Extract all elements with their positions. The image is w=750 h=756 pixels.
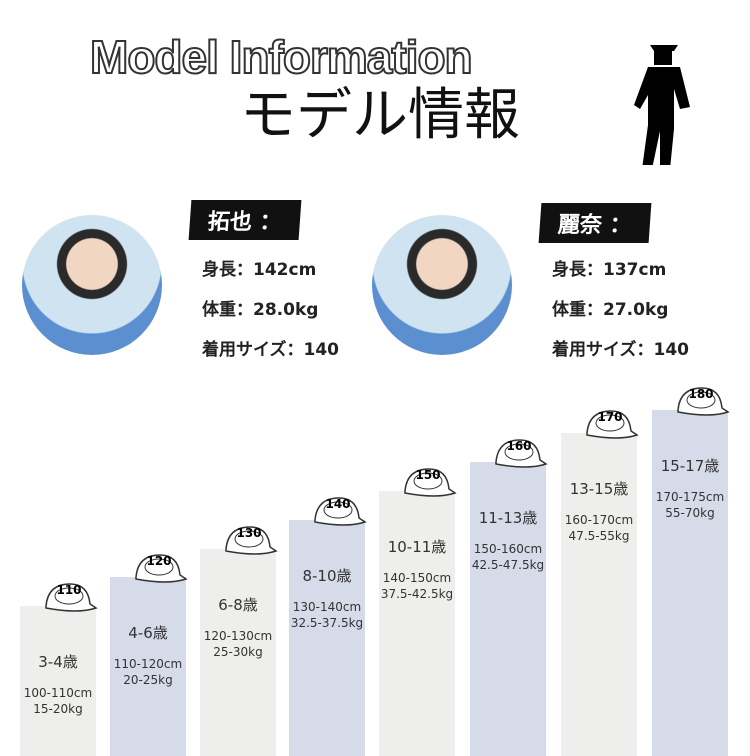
model-detail: 体重：28.0kg [202,300,319,320]
cap-icon [397,465,457,499]
cap-size: 150 [415,468,441,482]
cap-icon [218,523,278,557]
size-weight: 25-30kg [213,645,263,659]
cap-icon [488,436,548,470]
size-age: 4-6歳 [128,624,168,642]
size-column [470,462,546,756]
model-name: 麗奈 ： [538,203,652,243]
size-age: 3-4歳 [38,653,78,671]
cap-size: 130 [236,526,262,540]
size-age: 6-8歳 [218,596,258,614]
model-photo [372,215,512,355]
title-en: Model Information [89,30,474,84]
dancer-silhouette [634,45,690,165]
size-weight: 20-25kg [123,673,173,687]
size-weight: 47.5-55kg [568,529,630,543]
cap-size: 170 [597,410,623,424]
size-height: 160-170cm [564,513,634,527]
size-height: 140-150cm [382,571,452,585]
size-age: 8-10歳 [302,567,352,585]
cap-size: 120 [146,554,172,568]
size-height: 100-110cm [23,686,93,700]
size-age: 10-11歳 [387,538,447,556]
size-height: 150-160cm [473,542,543,556]
size-weight: 42.5-47.5kg [471,558,545,572]
size-weight: 55-70kg [665,506,715,520]
model-name: 拓也 ： [188,200,302,240]
size-column [652,410,728,756]
size-height: 130-140cm [292,600,362,614]
size-height: 110-120cm [113,657,183,671]
cap-icon [307,494,367,528]
cap-size: 110 [56,583,82,597]
cap-icon [38,580,98,614]
cap-icon [128,551,188,585]
size-column [379,491,455,756]
size-weight: 15-20kg [33,702,83,716]
size-column [200,549,276,756]
size-age: 13-15歳 [569,480,629,498]
cap-size: 180 [688,387,714,401]
cap-size: 160 [506,439,532,453]
cap-icon [670,384,730,418]
model-detail: 着用サイズ：140 [552,340,689,360]
cap-icon [579,407,639,441]
size-column [110,577,186,756]
model-detail: 身長：142cm [202,260,317,280]
size-height: 170-175cm [655,490,725,504]
model-detail: 身長：137cm [552,260,667,280]
size-age: 11-13歳 [478,509,538,527]
model-photo [22,215,162,355]
size-column [561,433,637,756]
size-column [289,520,365,756]
title-ja: モデル情報 [240,83,520,148]
size-weight: 37.5-42.5kg [380,587,454,601]
size-height: 120-130cm [203,629,273,643]
model-detail: 体重：27.0kg [552,300,669,320]
size-column [20,606,96,756]
size-age: 15-17歳 [660,457,720,475]
model-detail: 着用サイズ：140 [202,340,339,360]
size-weight: 32.5-37.5kg [290,616,364,630]
cap-size: 140 [325,497,351,511]
